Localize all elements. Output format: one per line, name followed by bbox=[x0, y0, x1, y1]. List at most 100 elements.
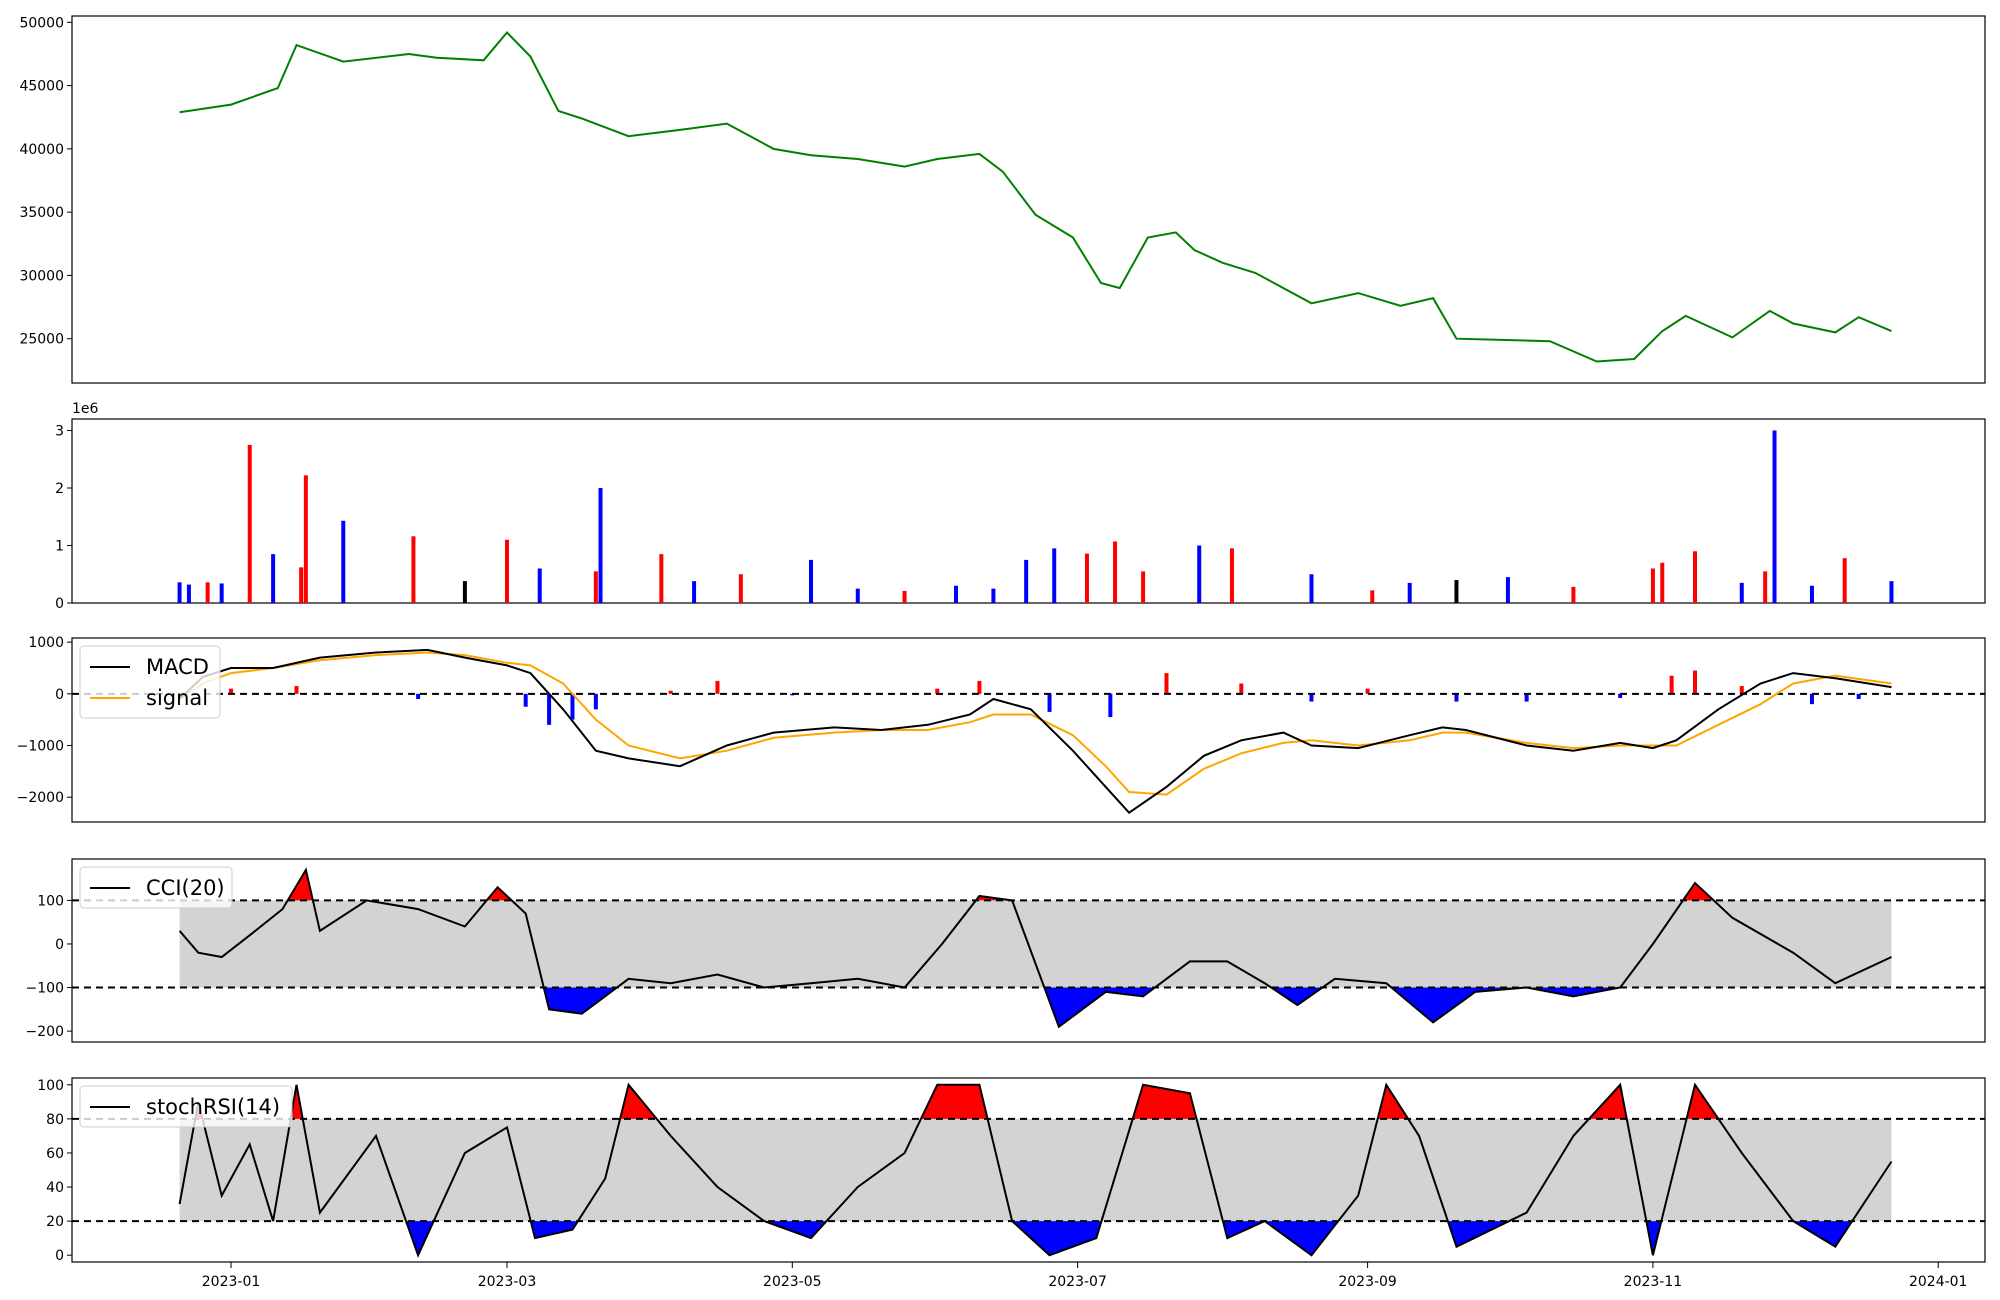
y-tick-label: 50000 bbox=[19, 15, 64, 31]
volume-bar bbox=[1889, 581, 1894, 603]
macd-histogram-bar bbox=[935, 688, 940, 694]
y-tick-label: 20 bbox=[46, 1214, 64, 1230]
volume-bar bbox=[738, 574, 743, 603]
volume-bar bbox=[1739, 582, 1744, 603]
volume-multiplier: 1e6 bbox=[72, 401, 99, 417]
volume-bar bbox=[954, 585, 959, 603]
cci-overbought-fill bbox=[1683, 883, 1714, 901]
volume-bar bbox=[1650, 568, 1655, 603]
plot-frame bbox=[71, 15, 1986, 384]
legend-label: stochRSI(14) bbox=[146, 1095, 280, 1119]
macd-histogram-bar bbox=[1365, 688, 1370, 694]
macd-histogram-bar bbox=[523, 693, 528, 707]
y-tick-label: 40000 bbox=[19, 142, 64, 158]
price-line bbox=[179, 31, 1892, 363]
volume-bar bbox=[1660, 562, 1665, 603]
volume-bar bbox=[1052, 548, 1057, 603]
macd-panel: −2000 −1000 0 1000 MACD signal bbox=[17, 635, 1986, 823]
volume-bar bbox=[341, 520, 346, 603]
y-tick-label: −200 bbox=[26, 1024, 64, 1040]
stochrsi-oversold-fill bbox=[1264, 1221, 1339, 1256]
volume-bar bbox=[1197, 545, 1202, 603]
volume-bar bbox=[991, 588, 996, 603]
cci-oversold-fill bbox=[1526, 987, 1621, 997]
stochrsi-oversold-fill bbox=[764, 1221, 827, 1239]
stochrsi-oversold-fill bbox=[1012, 1221, 1102, 1256]
volume-bar bbox=[177, 582, 182, 603]
legend-box bbox=[79, 1085, 293, 1128]
macd-histogram-bar bbox=[1693, 670, 1698, 694]
stochrsi-overbought-fill bbox=[1132, 1084, 1197, 1119]
macd-histogram-bar bbox=[570, 693, 575, 720]
volume-bar bbox=[659, 554, 664, 603]
cci-oversold-fill bbox=[543, 987, 617, 1014]
x-tick-label: 2023-07 bbox=[1048, 1274, 1107, 1290]
volume-bar bbox=[205, 582, 210, 603]
macd-histogram-bar bbox=[547, 693, 552, 725]
macd-histogram-bar bbox=[1618, 693, 1623, 698]
macd-histogram-bar bbox=[416, 693, 421, 699]
macd-histogram-bar bbox=[593, 693, 598, 710]
stochrsi-panel: 0 20 40 60 80 100 stochRSI(14) bbox=[37, 1077, 1986, 1264]
macd-histogram-bar bbox=[715, 680, 720, 694]
volume-bar bbox=[462, 581, 467, 603]
stochrsi-overbought-fill bbox=[290, 1084, 303, 1119]
plot-frame bbox=[71, 637, 1986, 823]
volume-bar bbox=[593, 571, 598, 603]
y-tick-label: 0 bbox=[55, 1248, 64, 1264]
volume-bar bbox=[598, 488, 603, 603]
macd-histogram-bar bbox=[1239, 683, 1244, 694]
x-tick-label: 2023-11 bbox=[1624, 1274, 1683, 1290]
volume-bar bbox=[855, 588, 860, 603]
y-tick-label: 30000 bbox=[19, 268, 64, 284]
macd-histogram-bar bbox=[1739, 686, 1744, 694]
volume-bar bbox=[219, 583, 224, 603]
volume-bar bbox=[1141, 571, 1146, 603]
volume-bar bbox=[1407, 582, 1412, 603]
volume-bar bbox=[186, 584, 191, 603]
volume-bar bbox=[692, 581, 697, 603]
y-tick-label: 40 bbox=[46, 1180, 64, 1196]
y-tick-label: 1000 bbox=[28, 635, 64, 651]
cci-oversold-fill bbox=[1391, 987, 1527, 1023]
stochrsi-overbought-fill bbox=[620, 1084, 657, 1119]
x-tick-label: 2023-01 bbox=[202, 1274, 261, 1290]
volume-bar bbox=[1809, 585, 1814, 603]
volume-bar bbox=[303, 475, 308, 603]
volume-bar bbox=[537, 568, 542, 603]
volume-bar bbox=[1693, 551, 1698, 603]
volume-bar bbox=[1309, 574, 1314, 603]
macd-histogram-bar bbox=[668, 690, 673, 694]
legend-box bbox=[79, 866, 233, 909]
macd-histogram-bar bbox=[229, 688, 234, 694]
y-tick-label: −1000 bbox=[17, 739, 64, 755]
volume-bar bbox=[1772, 430, 1777, 603]
stochrsi-overbought-fill bbox=[1589, 1084, 1627, 1119]
y-tick-label: 45000 bbox=[19, 79, 64, 95]
volume-bar bbox=[1571, 586, 1576, 603]
stochrsi-band bbox=[179, 1118, 1892, 1222]
macd-histogram-bar bbox=[1309, 693, 1314, 702]
price-panel: 25000 30000 35000 40000 45000 50000 bbox=[19, 15, 1986, 384]
x-tick-label: 2023-03 bbox=[478, 1274, 537, 1290]
legend-label: MACD bbox=[146, 655, 209, 679]
y-tick-label: 3 bbox=[55, 424, 64, 440]
macd-histogram-bar bbox=[1809, 693, 1814, 705]
macd-histogram-bar bbox=[1108, 693, 1113, 718]
plot-frame bbox=[71, 418, 1986, 604]
stochrsi-overbought-fill bbox=[920, 1084, 988, 1119]
stochrsi-oversold-fill bbox=[406, 1221, 434, 1256]
volume-bar bbox=[1505, 577, 1510, 603]
volume-bar bbox=[247, 444, 252, 603]
y-tick-label: 60 bbox=[46, 1146, 64, 1162]
cci-overbought-fill bbox=[287, 869, 313, 901]
stochrsi-oversold-fill bbox=[530, 1221, 578, 1239]
y-tick-label: −2000 bbox=[17, 790, 64, 806]
legend-label: signal bbox=[146, 686, 208, 710]
volume-bar bbox=[1454, 580, 1459, 603]
volume-panel: 0 1 2 3 1e6 bbox=[55, 401, 1986, 612]
stochrsi-line bbox=[178, 1082, 1893, 1258]
legend-box bbox=[79, 645, 221, 719]
volume-bar bbox=[1763, 571, 1768, 603]
